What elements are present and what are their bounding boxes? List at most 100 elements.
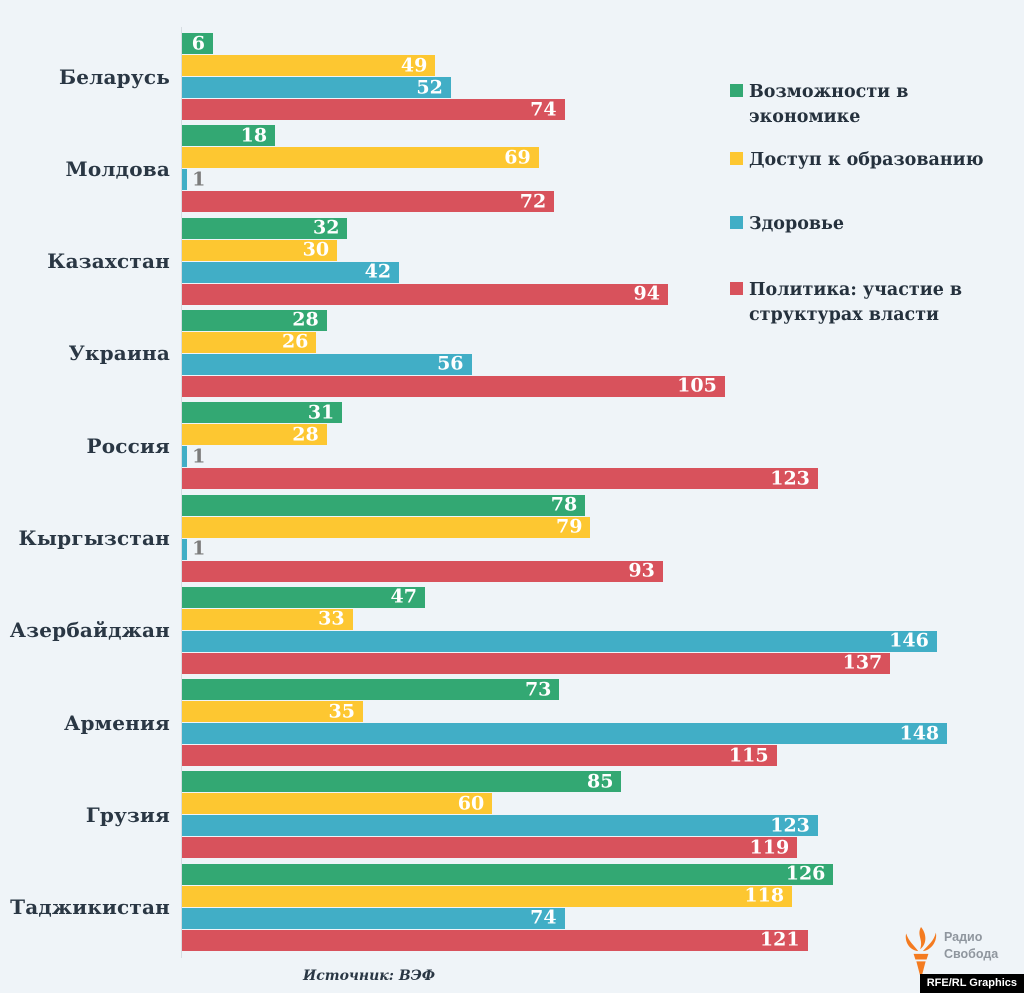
legend-swatch-politics — [730, 282, 743, 295]
bar-economy: 73 — [182, 678, 560, 701]
bar-value-label: 1 — [192, 537, 206, 560]
bar-education: 79 — [182, 515, 591, 538]
bar-politics: 94 — [182, 282, 668, 305]
bar-politics: 137 — [182, 651, 891, 674]
bar-value-label: 137 — [842, 651, 883, 674]
legend-item-economy: Возможности в экономике — [730, 80, 908, 130]
bar-health: 146 — [182, 629, 937, 652]
bar-value-label: 73 — [524, 678, 552, 701]
bar-value-label: 33 — [318, 607, 345, 630]
country-label: Беларусь — [58, 64, 170, 89]
bar-value-label: 72 — [519, 190, 547, 213]
bar-value-label: 148 — [899, 722, 940, 745]
bar-value-label: 79 — [555, 515, 583, 538]
bar-value-label: 85 — [586, 770, 614, 793]
legend-label: Возможности в экономике — [749, 82, 909, 127]
country-group: Молдова 18 69 1 72 — [0, 124, 1024, 213]
bar-politics: 115 — [182, 744, 777, 767]
legend-item-health: Здоровье — [730, 212, 844, 237]
bar-health: 74 — [182, 906, 565, 929]
bar-value-label: 123 — [770, 467, 810, 490]
bar-value-label: 60 — [457, 792, 485, 815]
bar-value-label: 1 — [192, 445, 206, 468]
bar-value-label: 26 — [281, 330, 309, 353]
bar-education: 33 — [182, 607, 353, 630]
country-label: Кыргызстан — [18, 526, 170, 550]
bar-politics: 105 — [182, 374, 725, 397]
country-group: Азербайджан 47 33 146 137 — [0, 585, 1024, 674]
bar-value-label: 126 — [785, 862, 826, 885]
bar-economy: 126 — [182, 862, 834, 885]
country-label: Армения — [63, 710, 170, 735]
country-label: Россия — [86, 433, 170, 458]
bar-value-label: 93 — [628, 559, 655, 582]
bar-value-label: 121 — [759, 928, 800, 951]
bar-value-label: 28 — [292, 423, 319, 446]
bar-economy: 31 — [182, 401, 343, 423]
bar-education: 49 — [182, 54, 436, 77]
country-label: Грузия — [85, 802, 170, 827]
brand-name: Радио Свобода — [944, 929, 998, 963]
country-group: Беларусь 6 49 52 74 — [0, 32, 1024, 121]
bar-value-label: 74 — [530, 906, 557, 929]
bar-politics: 74 — [182, 98, 565, 121]
bar-economy: 6 — [182, 32, 214, 55]
brand-name-line1: Радио — [944, 930, 983, 944]
country-group: Таджикистан 126 118 74 121 — [0, 862, 1024, 951]
bar-value-label: 146 — [889, 629, 929, 652]
bar-economy: 32 — [182, 217, 348, 239]
legend-label: Политика: участие в структурах власти — [749, 280, 963, 325]
legend-swatch-economy — [730, 84, 743, 97]
bar-value-label: 105 — [677, 374, 717, 397]
bar-economy: 47 — [182, 585, 425, 608]
country-group: Казахстан 32 30 42 94 — [0, 217, 1024, 305]
bar-value-label: 118 — [744, 884, 785, 907]
bar-value-label: 94 — [633, 282, 660, 305]
bar-value-label: 18 — [240, 124, 268, 147]
bar-politics: 72 — [182, 190, 555, 213]
legend-label: Доступ к образованию — [749, 150, 984, 170]
bar-value-label: 115 — [728, 744, 769, 767]
bar-value-label: 49 — [400, 54, 428, 77]
bar-value-label: 74 — [530, 98, 557, 121]
bar-value-label: 47 — [390, 585, 417, 608]
country-label: Украина — [68, 341, 170, 366]
bar-health: 42 — [182, 260, 400, 283]
country-label: Казахстан — [47, 249, 170, 274]
bar-education: 30 — [182, 239, 338, 261]
legend-item-politics: Политика: участие в структурах власти — [730, 278, 962, 328]
brand-name-line2: Свобода — [944, 947, 999, 961]
bar-politics: 123 — [182, 467, 818, 490]
radio-svoboda-torch-icon — [905, 927, 937, 979]
bar-economy: 18 — [182, 124, 276, 147]
bar-education: 60 — [182, 792, 493, 815]
bar-health: 148 — [182, 722, 948, 745]
bar-value-label: 119 — [749, 836, 790, 859]
bar-value-label: 1 — [192, 168, 206, 191]
bar-value-label: 123 — [770, 814, 810, 837]
bar-education: 69 — [182, 146, 539, 168]
bar-economy: 85 — [182, 770, 622, 793]
country-group: Грузия 85 60 123 119 — [0, 770, 1024, 859]
legend-swatch-education — [730, 152, 743, 165]
bar-health: 123 — [182, 814, 818, 837]
bar-value-label: 6 — [191, 32, 206, 55]
branding-block: Радио Свобода RFE/RL Graphics — [894, 923, 1024, 993]
bar-politics: 119 — [182, 836, 798, 859]
country-label: Таджикистан — [10, 895, 170, 920]
bar-value-label: 42 — [364, 260, 392, 283]
bar-value-label: 56 — [437, 352, 464, 375]
credit-badge: RFE/RL Graphics — [919, 974, 1024, 993]
bar-health: 56 — [182, 352, 472, 375]
country-label: Молдова — [65, 156, 170, 181]
bar-politics: 121 — [182, 928, 808, 951]
legend-label: Здоровье — [749, 214, 845, 234]
country-group: Армения 73 35 148 115 — [0, 678, 1024, 767]
bar-education: 118 — [182, 884, 793, 907]
bar-education: 35 — [182, 700, 363, 722]
legend-swatch-health — [730, 216, 743, 229]
source-note: Источник: ВЭФ — [303, 968, 436, 984]
country-group: Украина 28 26 56 105 — [0, 308, 1024, 397]
bar-value-label: 28 — [292, 308, 319, 331]
